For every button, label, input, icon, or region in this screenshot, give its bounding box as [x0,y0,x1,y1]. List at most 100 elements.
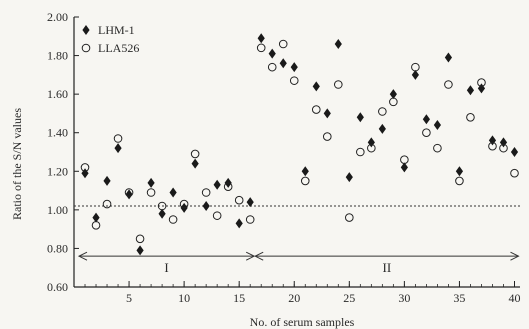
point-lla526 [179,199,189,209]
legend-label-1: LHM-1 [98,23,135,37]
point-lhm1 [422,114,430,125]
point-lla526 [113,134,123,143]
point-lhm1 [191,158,199,169]
point-lhm1 [125,189,133,200]
point-lhm1 [433,120,442,130]
point-lla526 [333,80,343,89]
point-lla526 [234,195,244,205]
y-tick-label: 1.40 [47,126,68,140]
point-lla526 [91,220,101,230]
point-lhm1 [136,245,144,256]
y-axis-label: Ratio of the S/N values [10,108,24,220]
point-lhm1 [202,201,210,211]
point-lhm1 [257,33,265,44]
point-lhm1 [301,166,309,177]
y-tick-label: 1.80 [47,49,68,63]
point-lla526 [267,62,277,72]
point-lla526 [135,234,145,244]
point-lla526 [455,176,464,186]
point-lla526 [157,201,167,211]
point-lla526 [124,188,134,197]
y-tick-label: 2.00 [47,10,68,24]
point-lla526 [477,78,486,87]
x-tick-label: 5 [126,291,132,305]
point-lhm1 [510,147,519,157]
x-axis-label: No. of serum samples [250,315,355,329]
x-tick-label: 40 [508,291,520,305]
point-lhm1 [81,168,89,179]
point-lla526 [367,143,376,153]
group-arrow-head-left [77,251,88,261]
y-tick-label: 1.60 [47,87,68,101]
x-tick-label: 20 [288,291,300,305]
x-tick-label: 15 [233,291,245,305]
point-lhm1 [279,58,287,69]
point-lla526 [389,97,398,107]
x-tick-label: 25 [343,291,355,305]
point-lla526 [102,199,112,209]
point-lhm1 [92,212,100,223]
point-lla526 [212,211,222,220]
point-lla526 [488,141,497,151]
group-label-2: II [383,260,392,275]
legend-marker-lhm1 [82,25,90,35]
point-lhm1 [290,62,298,73]
y-tick-label: 1.20 [47,164,68,178]
point-lhm1 [235,218,243,229]
point-lhm1 [213,179,221,190]
point-lla526 [378,107,387,116]
point-lla526 [201,188,211,197]
point-lhm1 [246,197,254,208]
point-lhm1 [411,69,419,80]
legend-label-2: LLA526 [98,41,139,55]
point-lhm1 [334,39,342,49]
point-lhm1 [312,81,320,92]
point-lla526 [466,112,475,122]
point-lla526 [278,39,288,49]
point-lla526 [345,213,354,222]
point-lla526 [245,215,255,224]
point-lla526 [289,76,299,85]
point-lla526 [356,147,365,157]
x-tick-label: 35 [453,291,465,305]
point-lla526 [433,143,442,153]
point-lhm1 [378,123,386,134]
point-lla526 [422,128,431,138]
point-lhm1 [444,52,453,63]
point-lhm1 [158,208,166,219]
point-lla526 [146,188,156,197]
y-tick-label: 0.80 [47,241,68,255]
point-lhm1 [103,175,111,186]
point-lla526 [168,215,178,224]
point-lla526 [499,143,508,153]
point-lhm1 [400,162,408,173]
point-lhm1 [345,172,353,183]
point-lhm1 [455,166,464,177]
point-lhm1 [147,177,155,188]
point-lla526 [411,62,420,72]
group-label-1: I [164,260,168,275]
point-lla526 [444,80,453,89]
x-tick-label: 10 [178,291,190,305]
point-lhm1 [466,85,475,96]
group-arrow-head-left [254,251,264,261]
point-lla526 [256,43,266,53]
group-arrow-head-right [510,251,520,261]
point-lla526 [400,155,409,165]
x-tick-label: 30 [398,291,410,305]
point-lla526 [322,132,332,141]
point-lhm1 [499,137,508,148]
point-lla526 [190,149,200,159]
point-lla526 [311,105,321,114]
point-lla526 [80,163,90,172]
point-lla526 [300,176,310,186]
legend-marker-lla526 [81,43,91,53]
point-lhm1 [169,187,177,198]
point-lhm1 [268,48,276,59]
point-lhm1 [323,108,331,119]
y-tick-label: 0.60 [47,280,68,294]
point-lla526 [223,182,233,192]
y-tick-label: 1.00 [47,203,68,217]
point-lla526 [510,168,519,178]
